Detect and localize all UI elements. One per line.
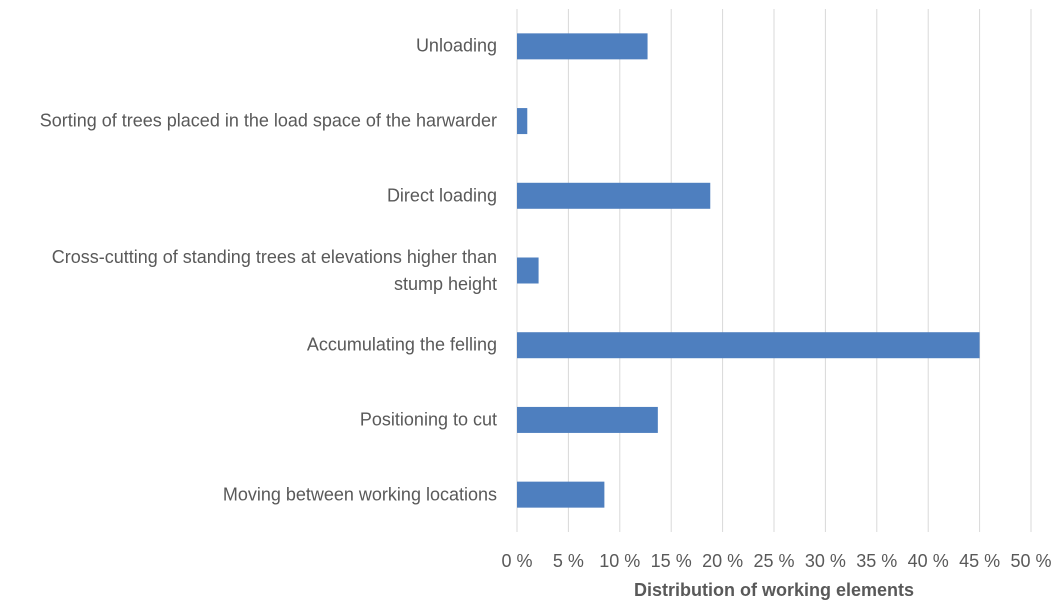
x-tick-label: 50 % (1010, 551, 1051, 571)
x-axis-title: Distribution of working elements (634, 580, 914, 600)
x-tick-label: 10 % (599, 551, 640, 571)
x-tick-label: 25 % (753, 551, 794, 571)
bar (517, 332, 980, 359)
bar (517, 481, 605, 508)
x-tick-label: 30 % (805, 551, 846, 571)
y-tick-label: Moving between working locations (222, 484, 497, 505)
x-tick-label: 45 % (959, 551, 1000, 571)
y-tick-label: Accumulating the felling (306, 334, 497, 355)
y-tick-label: Unloading (415, 35, 497, 56)
x-tick-label: 35 % (856, 551, 897, 571)
x-tick-label: 20 % (702, 551, 743, 571)
y-tick-label: Cross-cutting of standing trees at eleva… (51, 246, 497, 294)
x-tick-label: 15 % (651, 551, 692, 571)
bar (517, 182, 711, 209)
y-tick-label: Direct loading (386, 185, 497, 206)
x-tick-label: 5 % (553, 551, 584, 571)
bar (517, 257, 539, 284)
bar (517, 108, 528, 135)
bar (517, 33, 648, 60)
x-tick-label: 40 % (908, 551, 949, 571)
bar (517, 406, 658, 433)
y-tick-label: Sorting of trees placed in the load spac… (39, 110, 497, 131)
x-tick-label: 0 % (501, 551, 532, 571)
y-tick-label: Positioning to cut (359, 409, 497, 430)
